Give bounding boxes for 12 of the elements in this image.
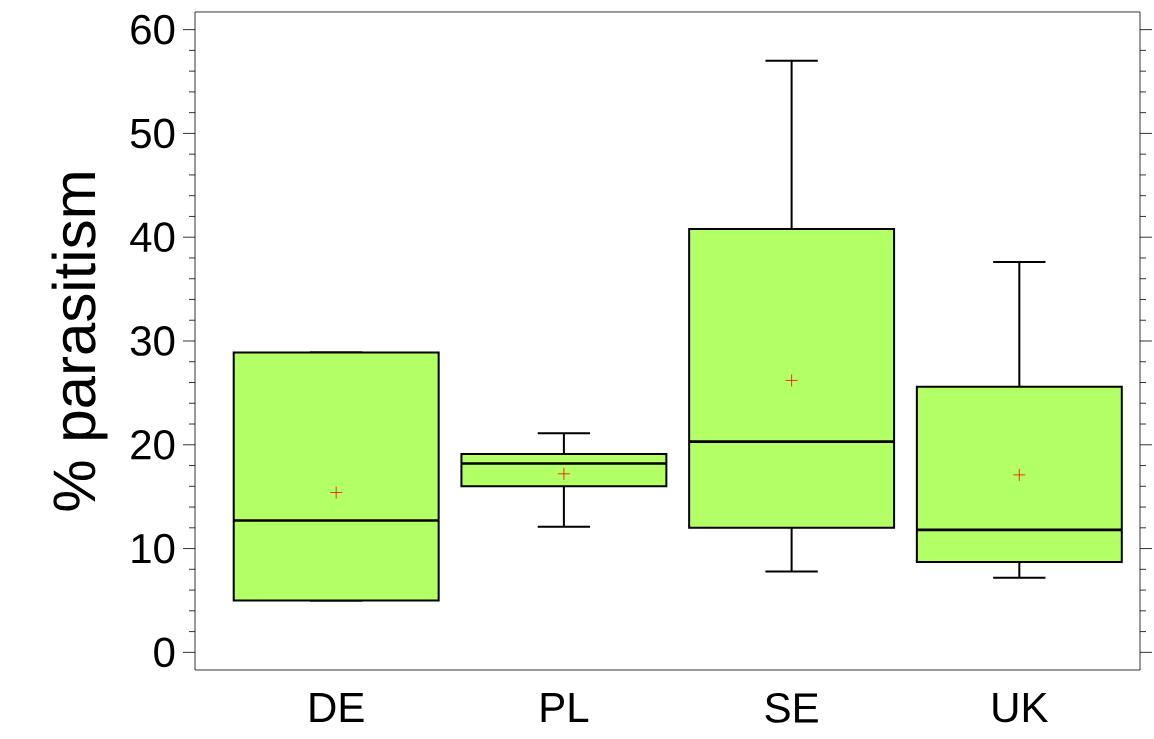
y-tick-label: 10 (132, 533, 175, 564)
y-tick-label: 0 (154, 637, 175, 668)
y-axis-title: % parasitism (51, 173, 108, 511)
x-tick-label: SE (765, 693, 818, 723)
x-tick-label: DE (310, 693, 364, 722)
y-tick-label: 40 (130, 222, 175, 253)
y-tick-label: 60 (131, 14, 175, 45)
x-tick-label: PL (541, 693, 589, 722)
y-tick-label: 20 (131, 429, 175, 460)
x-tick-label: UK (993, 693, 1049, 723)
y-tick-label: 50 (130, 118, 175, 149)
y-tick-label: 30 (130, 326, 175, 356)
